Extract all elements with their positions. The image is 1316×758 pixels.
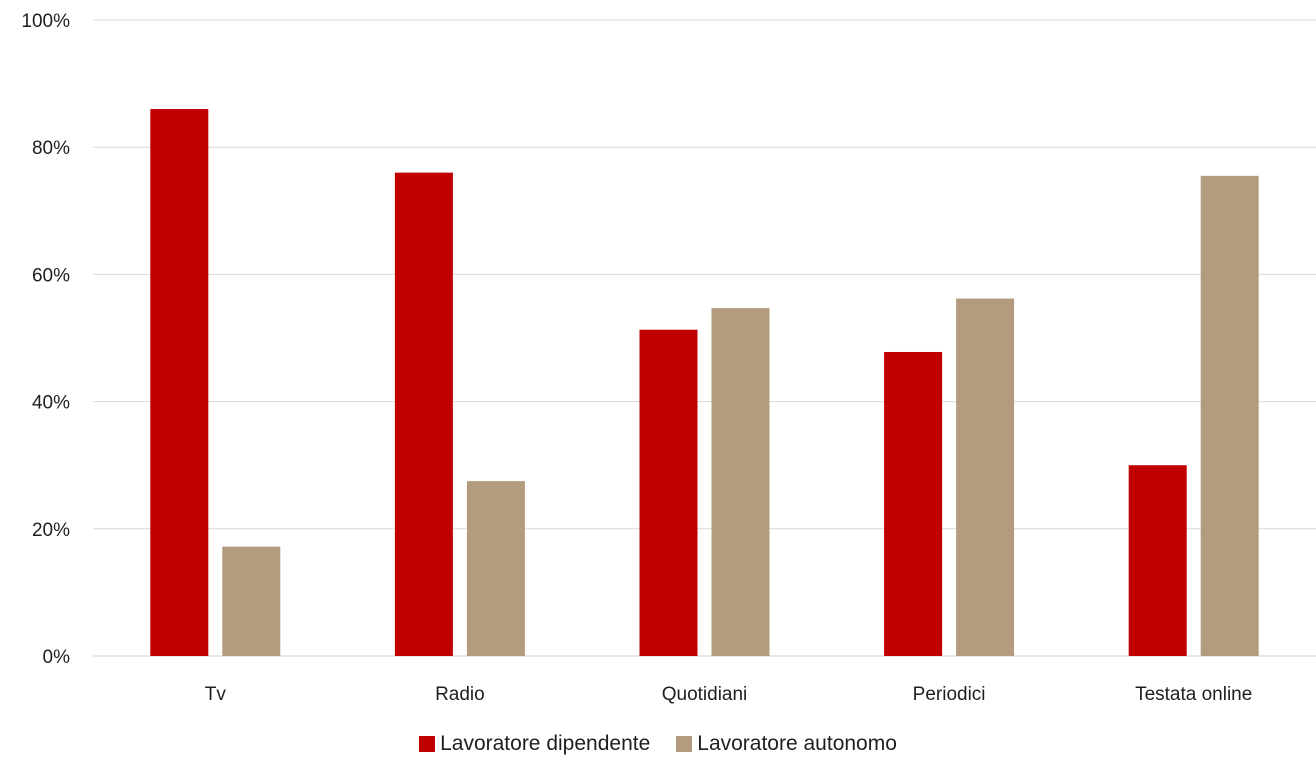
bar-autonomo: [466, 481, 525, 656]
x-category-label: Radio: [435, 684, 485, 705]
bar-autonomo: [222, 546, 281, 656]
x-category-label: Periodici: [913, 684, 986, 705]
y-tick-label: 80%: [32, 138, 70, 159]
bar-dipendente: [884, 351, 943, 656]
gridlines: [93, 19, 1316, 657]
x-category-label: Quotidiani: [662, 684, 748, 705]
x-axis-category-labels: Tv Radio Quotidiani Periodici Testata online: [205, 684, 1253, 705]
x-category-label: Tv: [205, 684, 227, 705]
y-tick-label: 100%: [21, 11, 70, 32]
legend-label-autonomo: Lavoratore autonomo: [697, 732, 897, 755]
bar-dipendente: [1128, 465, 1187, 656]
legend-item-autonomo: Lavoratore autonomo: [676, 732, 897, 756]
legend-swatch-dipendente: [419, 736, 436, 752]
bar-autonomo: [956, 298, 1015, 656]
bar-dipendente: [639, 329, 698, 656]
y-tick-label: 60%: [32, 265, 70, 286]
bar-dipendente: [150, 109, 209, 657]
bar-autonomo: [711, 308, 770, 656]
y-tick-label: 20%: [32, 520, 70, 541]
legend: Lavoratore dipendente Lavoratore autonom…: [0, 730, 1316, 758]
y-tick-label: 40%: [32, 393, 70, 414]
y-tick-label: 0%: [43, 647, 71, 668]
legend-label-dipendente: Lavoratore dipendente: [440, 732, 651, 755]
y-axis-tick-labels: 0% 20% 40% 60% 80% 100%: [21, 11, 70, 668]
legend-swatch-autonomo: [676, 736, 693, 752]
bars: [150, 109, 1259, 657]
legend-item-dipendente: Lavoratore dipendente: [419, 732, 650, 756]
bar-autonomo: [1200, 175, 1259, 656]
bar-dipendente: [394, 172, 453, 656]
bar-chart: 0% 20% 40% 60% 80% 100% Tv Radio Quotidiani Peri…: [21, 11, 1316, 705]
x-category-label: Testata online: [1135, 684, 1252, 705]
